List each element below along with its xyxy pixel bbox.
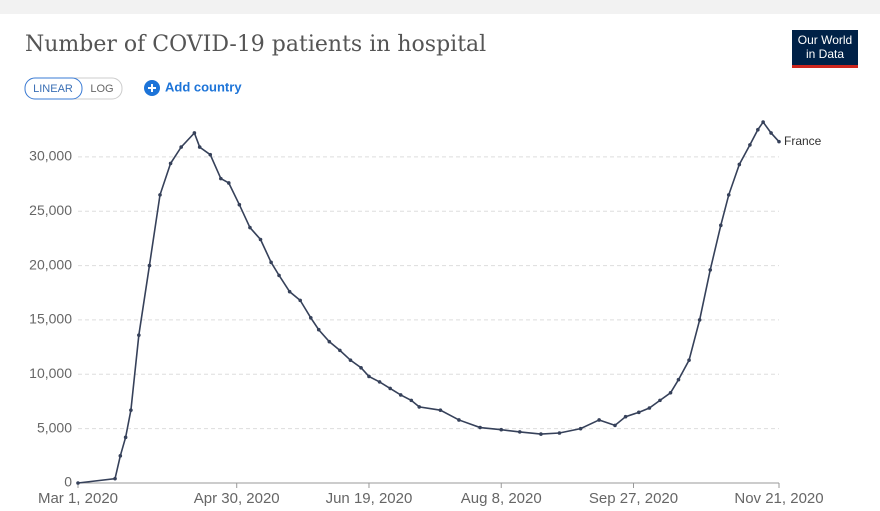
y-tick-label: 25,000 — [29, 202, 72, 218]
point — [647, 406, 652, 410]
point — [277, 273, 281, 278]
card — [0, 14, 880, 511]
point — [517, 430, 522, 434]
logo-text: Our World — [798, 33, 852, 47]
point — [123, 435, 128, 440]
point — [113, 476, 117, 481]
point — [377, 380, 382, 384]
point — [76, 481, 80, 485]
point — [687, 358, 691, 362]
point — [367, 374, 371, 379]
point — [726, 193, 731, 197]
point — [668, 390, 673, 395]
x-tick-label: Jun 19, 2020 — [326, 490, 413, 507]
point — [258, 237, 263, 242]
y-tick-label: 30,000 — [29, 148, 72, 164]
point — [298, 298, 303, 303]
point — [417, 405, 422, 409]
linear-button[interactable] — [24, 77, 83, 100]
point — [208, 152, 213, 157]
point — [457, 418, 461, 422]
point — [129, 408, 133, 412]
point — [557, 431, 562, 435]
point — [237, 202, 242, 207]
point — [623, 414, 628, 419]
point — [761, 120, 765, 124]
point — [409, 398, 414, 403]
point — [499, 427, 504, 432]
y-tick-label: 5,000 — [37, 419, 72, 435]
point — [597, 418, 601, 422]
log-button[interactable]: LOG — [90, 83, 113, 95]
y-tick-label: 15,000 — [29, 311, 72, 327]
x-tick-label: Sep 27, 2020 — [589, 490, 678, 507]
point — [226, 181, 231, 185]
point — [168, 161, 173, 166]
point — [327, 339, 332, 344]
point — [287, 289, 292, 294]
point — [676, 377, 681, 382]
x-tick-label: Apr 30, 2020 — [194, 490, 280, 507]
y-tick-label: 0 — [64, 474, 72, 490]
y-tick-label: 10,000 — [29, 365, 72, 381]
point — [179, 145, 183, 149]
linear-label: LINEAR — [33, 83, 73, 95]
add-icon-plus — [148, 84, 156, 92]
point — [338, 348, 342, 353]
y-tick-label: 20,000 — [29, 256, 72, 272]
point — [269, 260, 273, 265]
point — [756, 127, 760, 132]
point — [192, 131, 197, 135]
point — [769, 131, 773, 135]
point — [737, 162, 742, 167]
add-country[interactable]: Add country — [165, 79, 242, 94]
logo-text: in Data — [806, 47, 844, 61]
point — [613, 423, 617, 428]
point — [637, 410, 641, 415]
point — [578, 426, 583, 431]
point — [539, 432, 543, 436]
series-label: France — [784, 134, 822, 148]
point — [697, 318, 702, 322]
point — [348, 358, 353, 362]
point — [719, 223, 723, 228]
point — [777, 139, 781, 144]
point — [708, 268, 713, 272]
point — [658, 398, 662, 403]
point — [158, 193, 162, 197]
point — [219, 176, 223, 181]
point — [137, 333, 141, 337]
point — [197, 145, 202, 149]
point — [478, 425, 482, 430]
point — [748, 143, 752, 147]
point — [118, 454, 123, 458]
point — [308, 315, 313, 320]
point — [438, 408, 443, 412]
point — [316, 327, 321, 332]
x-tick-label: Nov 21, 2020 — [734, 490, 823, 507]
x-tick-label: Aug 8, 2020 — [461, 490, 542, 507]
point — [388, 386, 392, 391]
chart-title: Number of COVID-19 patients in hospital — [25, 32, 486, 57]
point — [398, 393, 403, 397]
logo-bar — [792, 65, 858, 68]
point — [248, 225, 252, 230]
logo[interactable] — [792, 30, 858, 68]
x-tick-label: Mar 1, 2020 — [38, 490, 118, 507]
point — [359, 365, 363, 370]
point — [147, 263, 152, 268]
